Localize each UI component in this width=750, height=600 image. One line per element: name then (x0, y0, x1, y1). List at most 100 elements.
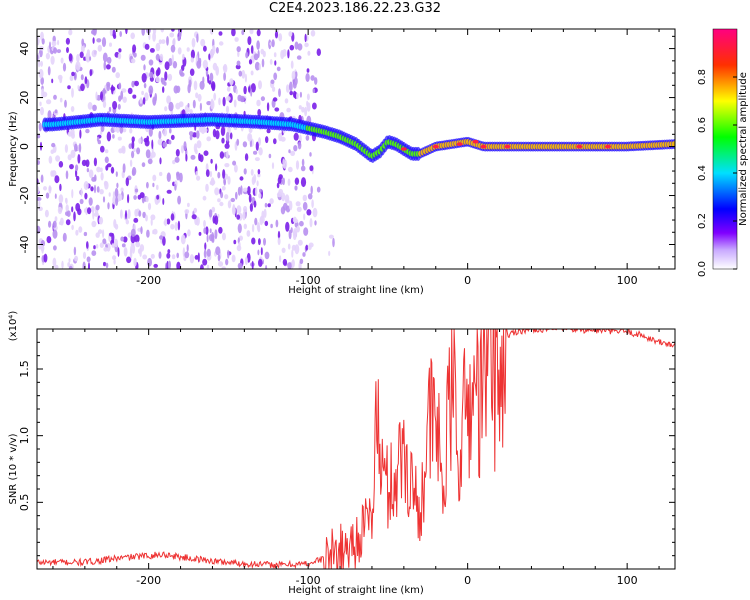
noise-speckle (141, 73, 147, 83)
noise-speckle (90, 186, 94, 192)
noise-speckle (236, 138, 240, 146)
noise-speckle (243, 205, 248, 213)
noise-speckle (202, 258, 208, 266)
noise-speckle (131, 166, 137, 176)
noise-speckle (81, 159, 87, 167)
noise-speckle (37, 36, 40, 46)
noise-speckle (284, 98, 289, 104)
noise-speckle (86, 256, 91, 263)
noise-speckle (282, 49, 287, 57)
noise-speckle (133, 195, 137, 200)
colorbar-frame (712, 28, 738, 270)
noise-speckle (174, 156, 180, 163)
noise-speckle (294, 71, 298, 78)
noise-speckle (295, 160, 300, 170)
noise-speckle (185, 154, 188, 162)
noise-speckle (234, 37, 239, 42)
noise-speckle (166, 252, 171, 259)
noise-speckle (115, 171, 118, 178)
noise-speckle (214, 229, 218, 240)
noise-speckle (80, 83, 85, 92)
x-tick-label: -200 (136, 574, 161, 587)
noise-speckle (248, 127, 253, 134)
noise-speckle (147, 202, 152, 211)
noise-speckle (102, 229, 105, 239)
noise-speckle (314, 220, 317, 226)
noise-speckle (234, 164, 238, 173)
noise-speckle (256, 180, 259, 187)
noise-speckle (49, 41, 51, 50)
noise-speckle (145, 214, 148, 222)
noise-speckle (304, 33, 307, 43)
noise-speckle (250, 88, 253, 97)
noise-speckle (256, 40, 260, 50)
noise-speckle (225, 105, 230, 114)
x-tick-label: 100 (617, 274, 638, 287)
noise-speckle (231, 205, 236, 215)
noise-speckle (71, 206, 74, 213)
noise-speckle (264, 220, 269, 227)
noise-speckle (155, 53, 160, 61)
noise-speckle (257, 169, 261, 175)
noise-speckle (217, 171, 221, 179)
snr-chart: -200 -100 0 100 0.5 1.0 1.5 (x10⁴) Height of str… (8, 311, 676, 596)
noise-speckle (250, 45, 254, 54)
noise-speckle (290, 150, 296, 156)
noise-speckle (293, 234, 297, 240)
noise-speckle (237, 223, 242, 234)
noise-speckle (151, 139, 154, 150)
noise-speckle (197, 93, 202, 102)
noise-speckle (170, 44, 176, 53)
noise-speckle (279, 255, 282, 263)
noise-speckle (108, 106, 112, 112)
noise-speckle (227, 200, 232, 209)
noise-speckle (193, 80, 198, 91)
noise-speckle (224, 163, 230, 168)
noise-speckle (40, 106, 44, 116)
noise-speckle (266, 128, 271, 134)
noise-speckle (236, 205, 242, 214)
noise-speckle (55, 155, 61, 162)
noise-speckle (179, 172, 183, 183)
noise-speckle (76, 54, 80, 63)
noise-speckle (190, 154, 196, 160)
noise-speckle (150, 253, 155, 259)
y-tick-label: 40 (18, 42, 31, 56)
noise-speckle (51, 40, 57, 47)
noise-speckle (91, 220, 97, 228)
noise-speckle (235, 64, 241, 70)
noise-speckle (138, 138, 142, 144)
y-axis-label: Frequency (Hz) (8, 111, 19, 187)
noise-speckle (162, 86, 165, 93)
noise-speckle (264, 251, 270, 260)
noise-speckle (162, 198, 165, 205)
noise-speckle (44, 209, 49, 218)
noise-speckle (217, 198, 221, 203)
noise-speckle (50, 55, 55, 65)
noise-speckle (41, 88, 45, 99)
noise-speckle (102, 100, 107, 108)
noise-speckle (101, 37, 107, 48)
noise-speckle (106, 64, 111, 70)
noise-speckle (248, 193, 252, 203)
noise-speckle (95, 232, 100, 238)
noise-speckle (203, 220, 206, 228)
noise-speckle (221, 186, 226, 191)
noise-speckle (142, 254, 148, 260)
noise-speckle (267, 203, 271, 208)
noise-speckle (177, 195, 182, 205)
noise-speckle (255, 186, 258, 197)
noise-speckle (311, 199, 314, 209)
noise-speckle (122, 128, 127, 133)
noise-speckle (249, 29, 254, 35)
noise-speckle (104, 156, 109, 164)
noise-speckle (233, 99, 237, 108)
noise-speckle (148, 127, 153, 137)
noise-speckle (285, 221, 290, 232)
noise-speckle (86, 168, 90, 173)
noise-speckle (204, 242, 207, 251)
noise-speckle (175, 149, 180, 157)
noise-speckle (303, 213, 306, 221)
noise-speckle (152, 182, 155, 188)
noise-speckle (302, 252, 306, 257)
